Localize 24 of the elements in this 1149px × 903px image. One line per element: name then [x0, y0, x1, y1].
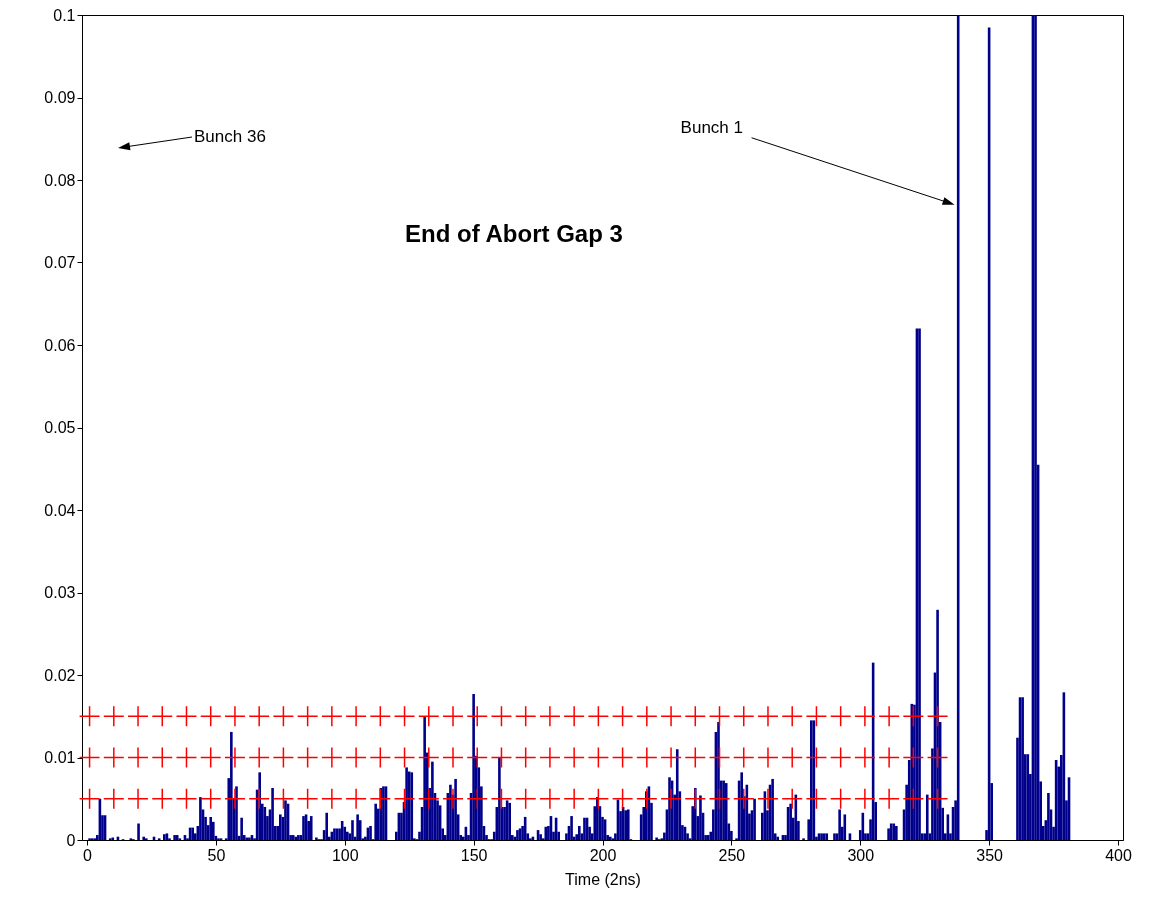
x-tick-label: 300: [847, 846, 875, 864]
annotation: Bunch 36: [194, 127, 266, 146]
y-tick-label: 0.06: [44, 336, 76, 354]
x-tick-label: 400: [1105, 846, 1132, 864]
x-tick-label: 150: [460, 846, 488, 864]
annotation: Bunch 1: [680, 117, 743, 137]
y-tick-label: 0.09: [44, 89, 76, 106]
y-tick-label: 0.08: [44, 171, 76, 189]
y-tick-label: 0.01: [44, 749, 76, 766]
x-tick-label: 50: [207, 846, 226, 864]
y-tick-label: 0.04: [44, 501, 76, 519]
y-tick-label: 0.1: [53, 6, 76, 24]
x-tick-label: 200: [589, 846, 617, 864]
y-tick-label: 0: [66, 831, 76, 849]
text: End of Abort Gap 3: [405, 220, 623, 247]
y-tick-label: 0.02: [44, 666, 76, 684]
x-tick-label: 0: [83, 846, 93, 864]
x-axis-title: Time (2ns): [565, 870, 641, 888]
x-tick-label: 250: [718, 846, 746, 864]
x-tick-label: 350: [976, 846, 1004, 864]
y-tick-label: 0.05: [44, 419, 76, 436]
y-tick-label: 0.03: [44, 584, 76, 601]
x-tick-label: 100: [331, 846, 359, 864]
y-tick-label: 0.07: [44, 254, 76, 271]
